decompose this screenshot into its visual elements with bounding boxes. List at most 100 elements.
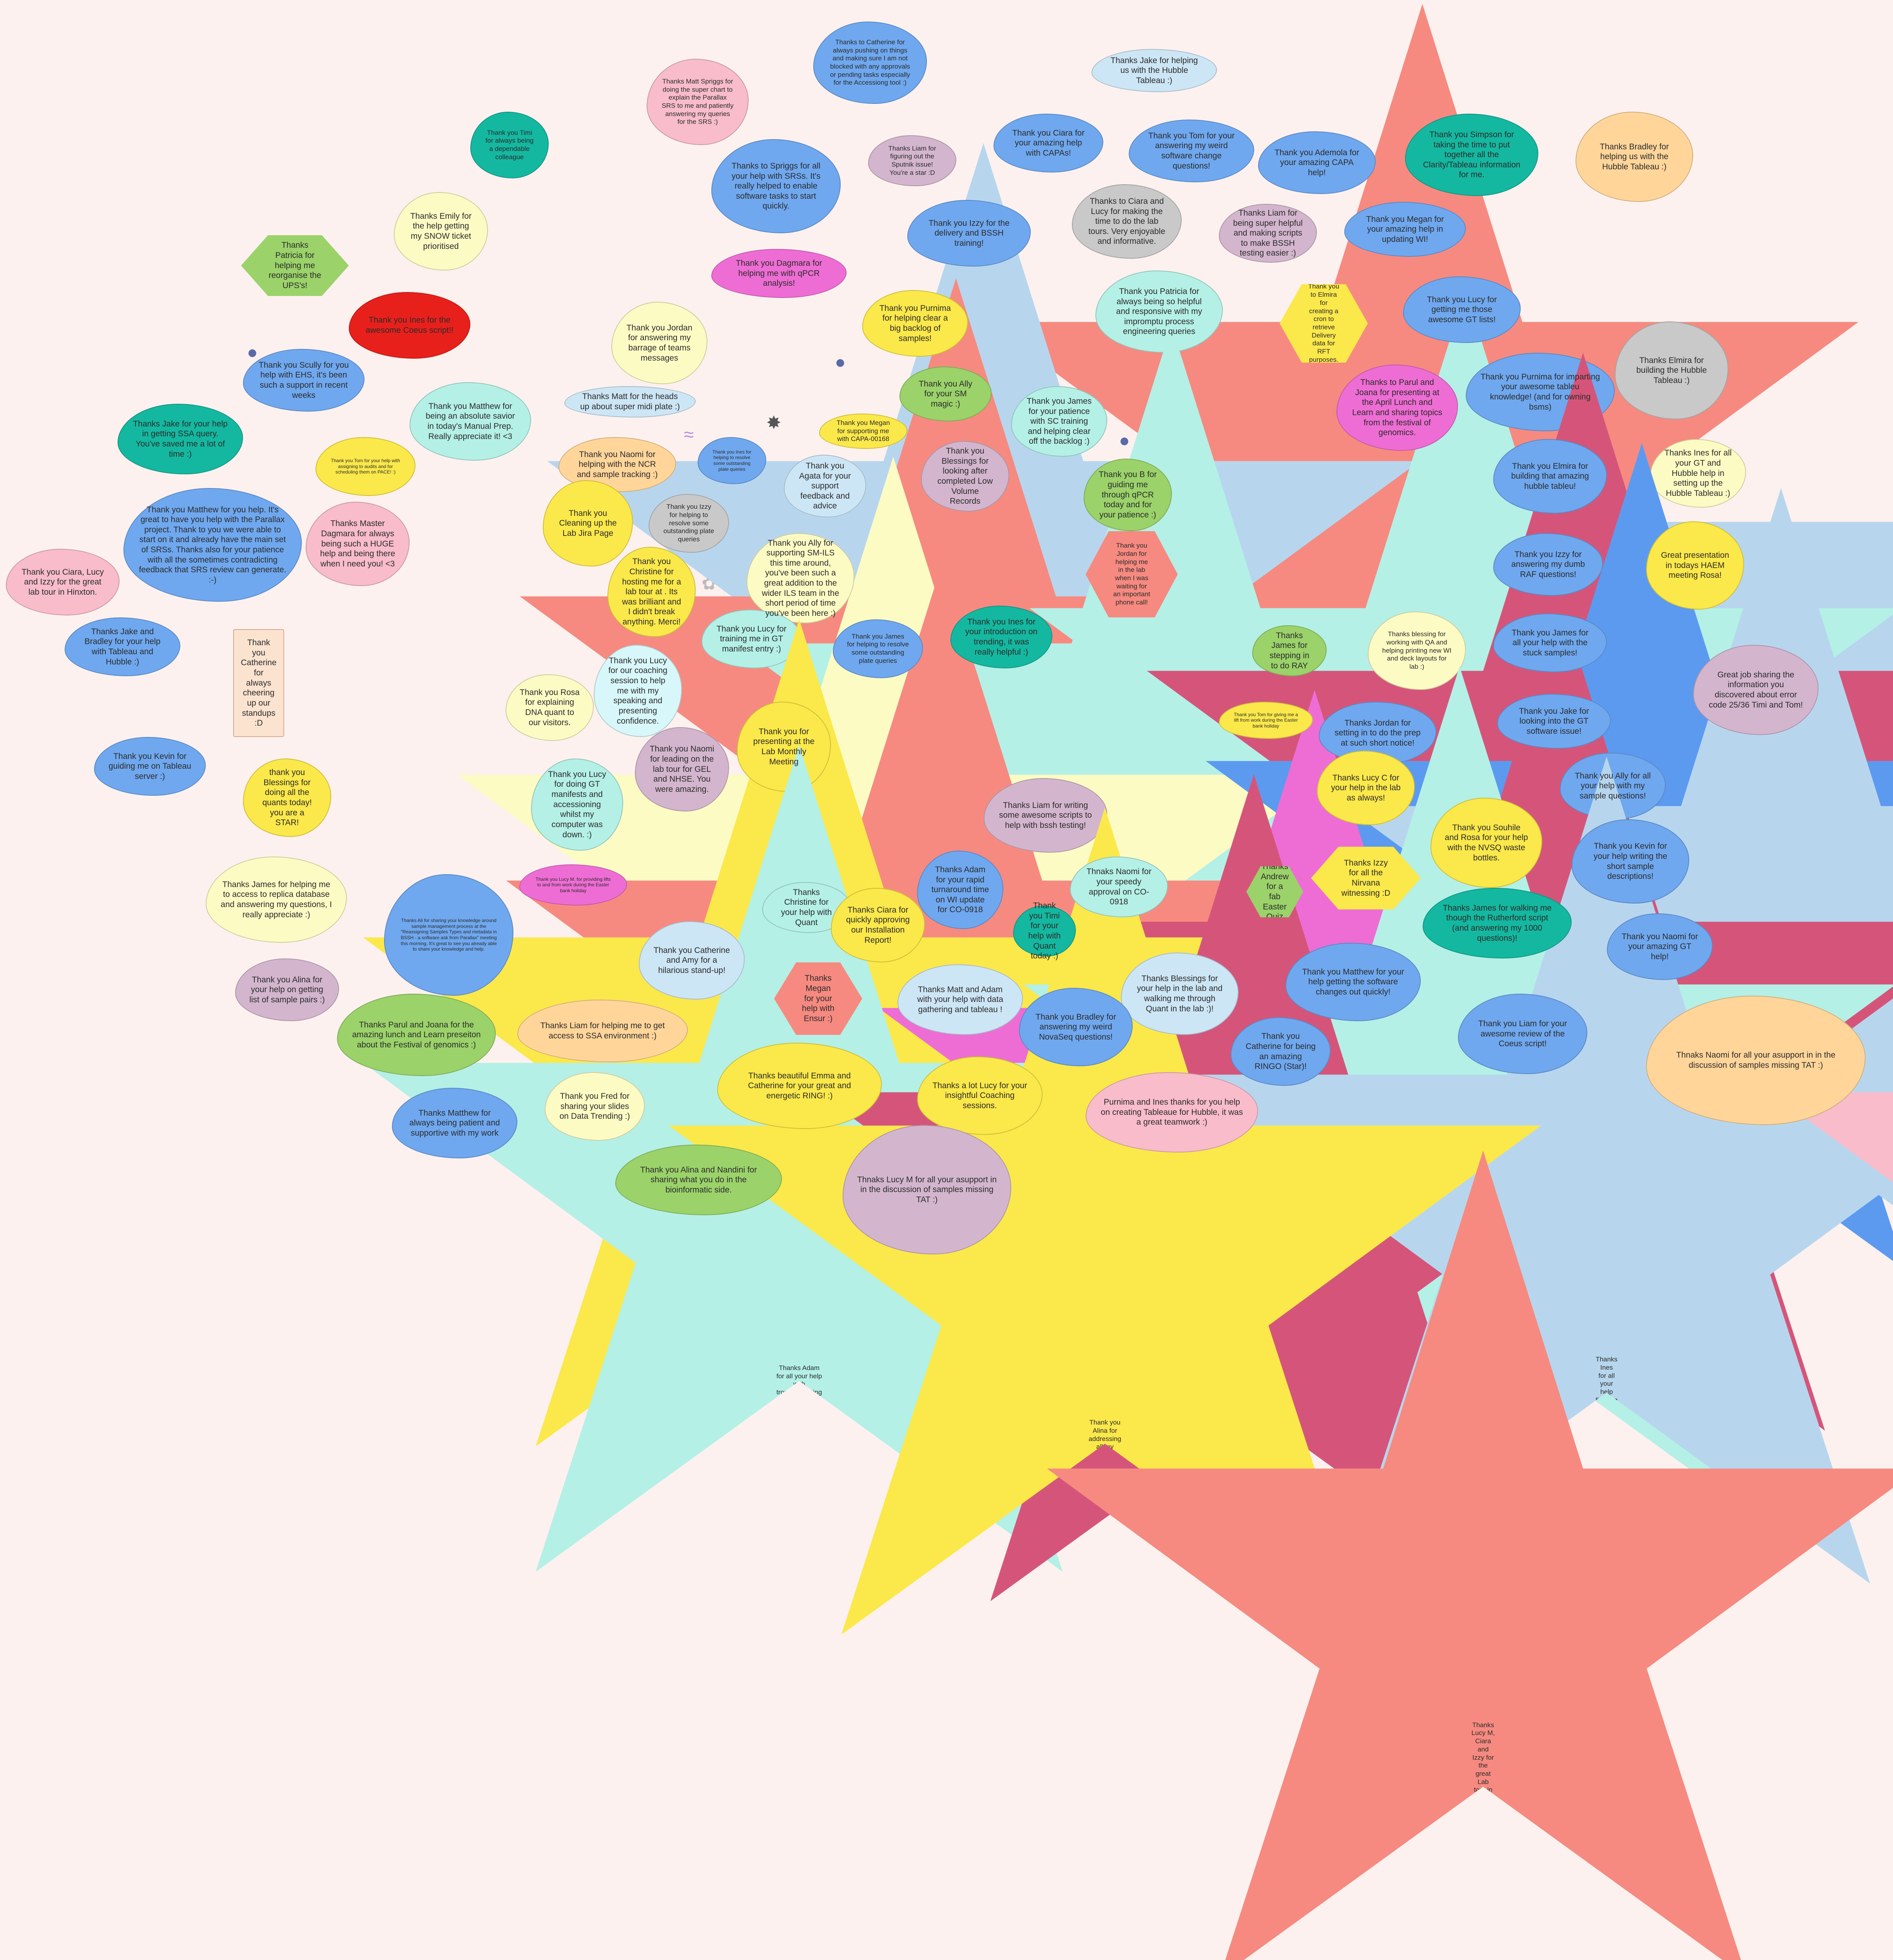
sticky-note-hex[interactable]: Thanks Patricia for helping me reorganis… bbox=[241, 235, 349, 296]
sticky-note-cloud[interactable]: Thanks Ali for sharing your knowledge ar… bbox=[384, 874, 513, 996]
sticky-note-cloud[interactable]: Thanks Matt Spriggs for doing the super … bbox=[647, 59, 749, 145]
sticky-note-cloud[interactable]: Thanks Adam for your rapid turnaround ti… bbox=[917, 851, 1003, 929]
sticky-note-cloud[interactable]: Thanks to Parul and Joana for presenting… bbox=[1336, 365, 1458, 451]
sticky-note-cloud[interactable]: Thanks Jake and Bradley for your help wi… bbox=[65, 617, 180, 676]
sticky-note-cloud[interactable]: Thank you Tom for your answering my weir… bbox=[1129, 120, 1254, 182]
sticky-note-cloud[interactable]: Thank you Jordan for answering my barrag… bbox=[611, 302, 707, 384]
sticky-note-cloud[interactable]: Thanks blessing for working with QA and … bbox=[1368, 612, 1466, 690]
sticky-note-cloud[interactable]: Thank you Jake for looking into the GT s… bbox=[1497, 694, 1611, 749]
sticky-note-cloud[interactable]: Thnaks Naomi for all your asupport in in… bbox=[1646, 996, 1866, 1125]
sticky-note-cloud[interactable]: Thank you Patricia for always being so h… bbox=[1095, 270, 1223, 353]
sticky-note-cloud[interactable]: Thank you B for guiding me through qPCR … bbox=[1084, 459, 1172, 531]
sticky-note-cloud[interactable]: Thank you Kevin for your help writing th… bbox=[1572, 819, 1689, 904]
sticky-note-cloud[interactable]: Thank you Souhile and Rosa for your help… bbox=[1431, 798, 1542, 888]
sticky-note-cloud[interactable]: Thank you Ally for supporting SM-ILS thi… bbox=[747, 533, 854, 623]
sticky-note-cloud[interactable]: Thanks Ines for all your GT and Hubble h… bbox=[1650, 439, 1746, 508]
sticky-note-cloud[interactable]: Thank you Fred for sharing your slides o… bbox=[545, 1072, 645, 1141]
sticky-note-cloud[interactable]: Thanks Liam for being super helpful and … bbox=[1219, 204, 1317, 263]
sticky-note-cloud[interactable]: Thank you Cleaning up the Lab Jira Page bbox=[543, 480, 633, 566]
sticky-note-cloud[interactable]: Thanks James for stepping in to do RAY bbox=[1252, 625, 1327, 676]
sticky-note-cloud[interactable]: Thank you Liam for your awesome review o… bbox=[1458, 994, 1587, 1074]
sticky-note-cloud[interactable]: Thank you Ines for the awesome Coeus scr… bbox=[349, 292, 470, 359]
sticky-note-cloud[interactable]: Thank you Purnima for helping clear a bi… bbox=[862, 290, 968, 357]
sticky-note-cloud[interactable]: Thank you James for all your help with t… bbox=[1493, 613, 1607, 672]
sticky-note-cloud[interactable]: Thanks James for helping me to access to… bbox=[206, 857, 347, 943]
sticky-note-cloud[interactable]: Thank you Izzy for the delivery and BSSH… bbox=[907, 200, 1031, 267]
sticky-note-cloud[interactable]: Thanks Lucy C for your help in the lab a… bbox=[1317, 751, 1415, 825]
sticky-note-cloud[interactable]: Great job sharing the information you di… bbox=[1693, 645, 1819, 735]
sticky-note-cloud[interactable]: Thank you Lucy for our coaching session … bbox=[594, 645, 682, 737]
sticky-note-cloud[interactable]: Thank you Naomi for your amazing GT help… bbox=[1607, 913, 1713, 980]
sticky-note-cloud[interactable]: Thank you James for your patience with S… bbox=[1011, 386, 1107, 457]
sticky-note-cloud[interactable]: Thanks beautiful Emma and Catherine for … bbox=[717, 1043, 882, 1129]
sticky-note-cloud[interactable]: Thanks Blessings for your help in the la… bbox=[1121, 953, 1238, 1035]
sticky-note-cloud[interactable]: Purnima and Ines thanks for you help on … bbox=[1086, 1072, 1258, 1152]
sticky-note-cloud[interactable]: Thank you Megan for supporting me with C… bbox=[819, 414, 907, 449]
sticky-note-cloud[interactable]: Thanks Master Dagmara for always being s… bbox=[306, 502, 410, 586]
sticky-note-cloud[interactable]: Thank you Ciara, Lucy and Izzy for the g… bbox=[6, 549, 120, 615]
sticky-note-cloud[interactable]: Thank you Ally for your SM magic :) bbox=[899, 367, 992, 421]
sticky-note-cloud[interactable]: Thanks Ciara for quickly approving our I… bbox=[831, 888, 925, 962]
sticky-note-cloud[interactable]: Thanks Bradley for helping us with the H… bbox=[1576, 112, 1693, 202]
sticky-note-cloud[interactable]: Thanks Liam for writing some awesome scr… bbox=[984, 778, 1107, 853]
sticky-note-cloud[interactable]: Thanks Liam for helping me to get access… bbox=[517, 1000, 688, 1062]
sticky-note-cloud[interactable]: Thank you Ines for helping to resolve so… bbox=[698, 437, 766, 484]
sticky-note-cloud[interactable]: Thank you Rosa for explaining DNA quant … bbox=[506, 674, 594, 741]
sticky-note-cloud[interactable]: Great presentation in todays HAEM meetin… bbox=[1646, 521, 1744, 610]
sticky-note-cloud[interactable]: Thanks Jake for your help in getting SSA… bbox=[118, 404, 243, 474]
sticky-note-cloud[interactable]: Thank you Tom for your help with assigni… bbox=[316, 437, 415, 496]
sticky-note-cloud[interactable]: Thanks Liam for figuring out the Sputnik… bbox=[868, 135, 956, 186]
sticky-note-rect[interactable]: Thank you Catherine for always cheering … bbox=[233, 629, 284, 737]
sticky-note-cloud[interactable]: Thanks Matthew for always being patient … bbox=[392, 1088, 517, 1158]
sticky-note-cloud[interactable]: Thank you Dagmara for helping me with qP… bbox=[711, 249, 847, 298]
sticky-note-cloud[interactable]: Thank you Megan for your amazing help in… bbox=[1344, 202, 1466, 257]
sticky-note-cloud[interactable]: Thanks Parul and Joana for the amazing l… bbox=[337, 994, 496, 1076]
sticky-note-cloud[interactable]: Thank you Lucy for training me in GT man… bbox=[702, 610, 801, 668]
sticky-note-cloud[interactable]: Thank you Blessings for looking after co… bbox=[921, 441, 1009, 512]
sticky-note-cloud[interactable]: Thank you Bradley for answering my weird… bbox=[1019, 988, 1133, 1066]
sticky-note-cloud[interactable]: Thank you Catherine and Amy for a hilari… bbox=[639, 921, 745, 1000]
sticky-note-cloud[interactable]: Thank you Tom for giving me a lift from … bbox=[1219, 702, 1313, 739]
sticky-note-cloud[interactable]: Thanks James for walking me though the R… bbox=[1423, 888, 1572, 958]
sticky-note-cloud[interactable]: Thank you Ines for your introduction on … bbox=[950, 606, 1052, 668]
sticky-note-cloud[interactable]: Thanks Jake for helping us with the Hubb… bbox=[1092, 49, 1217, 92]
sticky-note-cloud[interactable]: Thanks Emily for the help getting my SNO… bbox=[394, 192, 488, 270]
sticky-note-cloud[interactable]: Thanks Matt for the heads up about super… bbox=[564, 386, 696, 417]
sticky-note-cloud[interactable]: Thank you Lucy M. for providing lifts to… bbox=[519, 864, 627, 906]
sticky-note-cloud[interactable]: Thank you Matthew for being an absolute … bbox=[410, 382, 531, 461]
sticky-note-cloud[interactable]: Thank you Izzy for answering my dumb RAF… bbox=[1493, 533, 1603, 596]
sticky-note-cloud[interactable]: Thank you Simpson for taking the time to… bbox=[1405, 114, 1538, 196]
sticky-note-cloud[interactable]: Thank you Matthew for your help getting … bbox=[1286, 943, 1421, 1021]
sticky-note-cloud[interactable]: Thanks Matt and Adam with your help with… bbox=[898, 964, 1023, 1035]
sticky-note-cloud[interactable]: Thank you Christine for hosting me for a… bbox=[607, 547, 696, 637]
sticky-note-hex[interactable]: Thanks Andrew for a fab Easter Quiz bbox=[1246, 866, 1303, 917]
sticky-note-cloud[interactable]: Thank you for presenting at the Lab Mont… bbox=[737, 702, 831, 792]
sticky-note-cloud[interactable]: Thank you Ciara for your amazing help wi… bbox=[994, 114, 1103, 172]
sticky-note-cloud[interactable]: Thank you Alina for your help on getting… bbox=[235, 958, 339, 1021]
sticky-note-cloud[interactable]: Thank you Elmira for building that amazi… bbox=[1493, 439, 1607, 514]
sticky-note-cloud[interactable]: Thank you Agata for your support feedbac… bbox=[784, 455, 866, 517]
sticky-note-cloud[interactable]: Thanks to Catherine for always pushing o… bbox=[813, 22, 927, 104]
sticky-note-cloud[interactable]: Thank you Matthew for you help. It's gre… bbox=[123, 488, 302, 602]
sticky-note-cloud[interactable]: Thank you Alina and Nandini for sharing … bbox=[615, 1145, 782, 1215]
sticky-note-hex[interactable]: Thanks Izzy for all the Nirvana witnessi… bbox=[1311, 847, 1421, 909]
sticky-note-cloud[interactable]: Thanks a lot Lucy for your insightful Co… bbox=[917, 1056, 1043, 1135]
sticky-note-cloud[interactable]: Thanks Christine for your help with Quan… bbox=[762, 882, 850, 933]
sticky-note-cloud[interactable]: Thnaks Naomi for your speedy approval on… bbox=[1070, 857, 1168, 917]
sticky-note-hex[interactable]: Thank you Jordan for helping me in the l… bbox=[1086, 531, 1178, 617]
sticky-note-cloud[interactable]: Thanks to Ciara and Lucy for making the … bbox=[1072, 184, 1182, 259]
sticky-note-cloud[interactable]: Thank you Catherine for being an amazing… bbox=[1231, 1017, 1331, 1086]
sticky-note-cloud[interactable]: Thank you Kevin for guiding me on Tablea… bbox=[94, 737, 206, 796]
sticky-note-cloud[interactable]: Thanks to Spriggs for all your help with… bbox=[711, 139, 841, 233]
sticky-note-cloud[interactable]: Thnaks Lucy M for all your asupport in i… bbox=[843, 1125, 1011, 1254]
sticky-note-cloud[interactable]: Thanks Elmira for building the Hubble Ta… bbox=[1615, 321, 1728, 419]
sticky-note-cloud[interactable]: Thank you Lucy for getting me those awes… bbox=[1403, 276, 1521, 343]
sticky-note-cloud[interactable]: Thank you Lucy for doing GT manifests an… bbox=[531, 759, 623, 851]
sticky-note-cloud[interactable]: Thank you Izzy for helping to resolve so… bbox=[649, 494, 729, 553]
sticky-note-cloud[interactable]: Thank you Naomi for leading on the lab t… bbox=[635, 727, 729, 811]
sticky-note-cloud[interactable]: Thank you Timi for your help with Quant … bbox=[1013, 901, 1076, 960]
sticky-note-cloud[interactable]: thank you Blessings for doing all the qu… bbox=[243, 759, 331, 837]
sticky-note-cloud[interactable]: Thank you Timi for always being a depend… bbox=[470, 112, 549, 178]
sticky-note-cloud[interactable]: Thank you Ademola for your amazing CAPA … bbox=[1258, 131, 1376, 194]
sticky-note-cloud[interactable]: Thank you Scully for you help with EHS, … bbox=[243, 349, 364, 412]
